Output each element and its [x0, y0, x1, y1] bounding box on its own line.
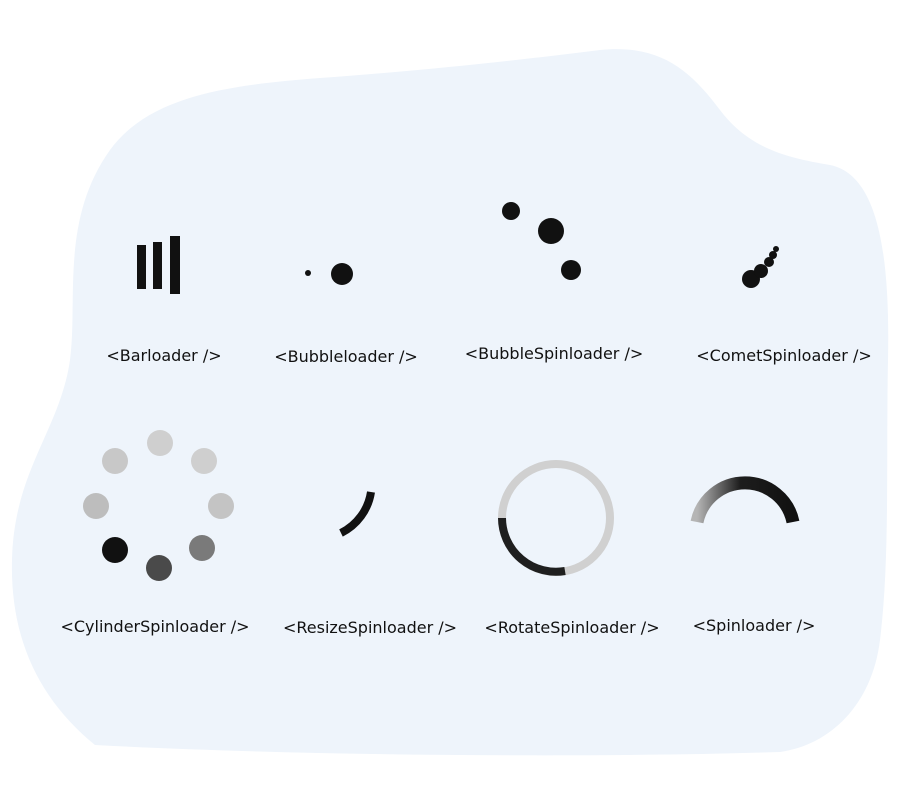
bubble-loader-icon	[245, 170, 445, 370]
resizespinloader-cell	[270, 405, 470, 605]
spinloader-cell	[645, 425, 845, 625]
bubbleloader-label: <Bubbleloader />	[274, 347, 418, 366]
spin-loader-icon	[645, 425, 845, 625]
rotatespinloader-label: <RotateSpinloader />	[484, 618, 659, 637]
bubblespinloader-label: <BubbleSpinloader />	[465, 344, 644, 363]
bubblespinloader-cell	[455, 170, 655, 370]
spinloader-label: <Spinloader />	[693, 616, 816, 635]
cylinder-spin-loader-icon	[60, 405, 260, 605]
rotate-spin-loader-icon	[456, 418, 656, 618]
bubbleloader-cell	[245, 170, 445, 370]
barloader-cell	[60, 170, 260, 370]
cometspinloader-cell	[680, 170, 880, 370]
bar-loader-icon	[60, 170, 260, 370]
cometspinloader-label: <CometSpinloader />	[696, 346, 871, 365]
rotatespinloader-cell	[456, 418, 656, 618]
comet-spin-loader-icon	[680, 170, 880, 370]
cylinderspinloader-cell	[60, 405, 260, 605]
resize-spin-loader-icon	[270, 405, 470, 605]
resizespinloader-label: <ResizeSpinloader />	[283, 618, 457, 637]
cylinderspinloader-label: <CylinderSpinloader />	[60, 617, 249, 636]
bubble-spin-loader-icon	[455, 170, 655, 370]
barloader-label: <Barloader />	[106, 346, 221, 365]
